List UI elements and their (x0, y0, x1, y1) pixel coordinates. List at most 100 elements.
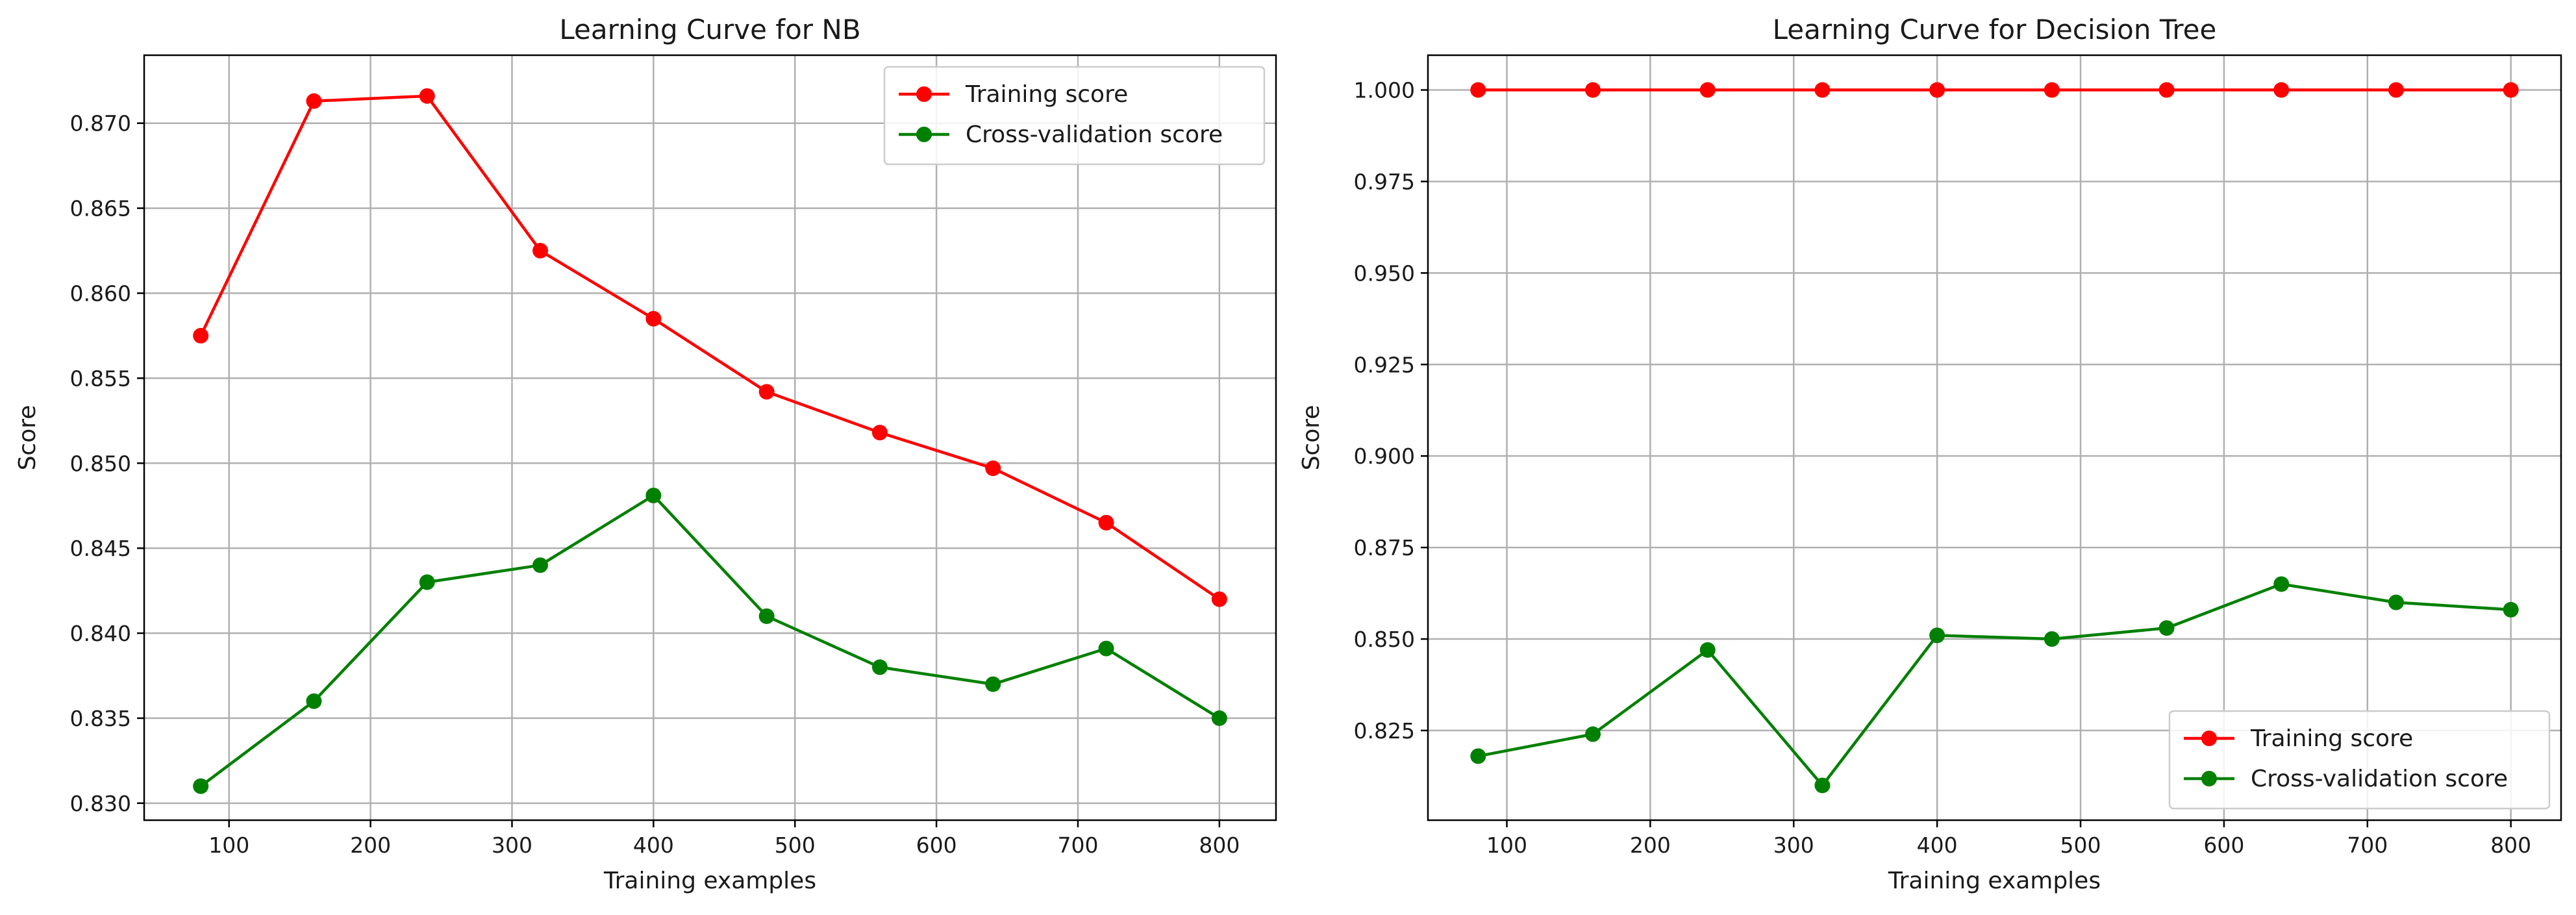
x-tick-label: 700 (1057, 833, 1098, 858)
legend-item: Cross-validation score (899, 121, 1223, 148)
y-tick-label: 0.825 (1354, 718, 1415, 744)
x-tick-label: 400 (1917, 833, 1958, 858)
legend-label: Training score (2250, 725, 2413, 752)
axes-frame (143, 54, 1277, 821)
chart-panel-1: 100 200 300 400 500 600 700 800 0.830 0.835 0.840 0… (14, 14, 1277, 894)
y-tick-label: 0.865 (70, 196, 131, 221)
data-point (2273, 576, 2290, 592)
x-tick-label: 800 (2490, 833, 2531, 858)
legend-swatch-marker (2201, 771, 2217, 786)
data-point (1699, 82, 1716, 98)
data-point (1211, 710, 1227, 726)
data-point (1211, 591, 1227, 607)
x-tick-label: 500 (775, 833, 816, 858)
legend: Training score Cross-validation score (2168, 710, 2551, 810)
data-point (2503, 601, 2519, 618)
data-point (871, 425, 888, 441)
y-tick-label: 0.835 (70, 706, 131, 731)
data-point (2044, 82, 2060, 98)
x-tick-label: 800 (1199, 833, 1240, 858)
data-point (306, 93, 322, 109)
legend-swatch-marker (916, 127, 932, 142)
data-point (985, 460, 1001, 477)
legend-swatch-marker (2201, 731, 2217, 746)
data-point (193, 327, 209, 344)
y-tick-label: 0.830 (70, 791, 131, 816)
data-point (1585, 82, 1601, 98)
data-point (871, 659, 888, 675)
data-point (645, 488, 662, 504)
data-point (306, 693, 322, 709)
data-point (1929, 82, 1945, 98)
legend-box (883, 66, 1266, 166)
y-tick-label: 0.850 (1354, 627, 1415, 652)
data-point (419, 574, 435, 590)
data-point (532, 557, 549, 573)
series-line-2 (1477, 583, 2511, 787)
x-axis-label: Training examples (1888, 868, 2101, 894)
data-point (645, 310, 662, 327)
data-point (1929, 627, 1945, 644)
data-point (2158, 620, 2175, 636)
data-point (1470, 82, 1486, 98)
y-tick-label: 0.850 (70, 451, 131, 476)
data-point (758, 608, 775, 624)
y-tick-label: 0.840 (70, 621, 131, 646)
y-tick-label: 0.855 (70, 366, 131, 391)
x-tick-label: 300 (492, 833, 532, 858)
y-tick-label: 0.870 (70, 111, 131, 136)
x-tick-label: 500 (2060, 833, 2101, 858)
legend-label: Training score (965, 81, 1128, 108)
x-tick-label: 100 (208, 833, 249, 858)
x-tick-label: 200 (1630, 833, 1671, 858)
y-tick-label: 1.000 (1354, 78, 1415, 103)
data-point (1699, 642, 1716, 658)
data-point (2388, 594, 2404, 610)
data-point (2388, 82, 2404, 98)
data-point (1470, 748, 1486, 764)
y-tick-label: 0.950 (1354, 260, 1415, 286)
legend-label: Cross-validation score (2251, 766, 2508, 792)
x-tick-label: 400 (633, 833, 674, 858)
chart-panel-2: 100 200 300 400 500 600 700 800 0.825 0.850 0.875 0… (1298, 14, 2562, 894)
legend-swatch-marker (916, 86, 932, 102)
legend-label: Cross-validation score (966, 121, 1223, 148)
data-point (2503, 82, 2519, 98)
y-tick-label: 0.900 (1354, 444, 1415, 469)
axes-frame (1427, 54, 2562, 821)
y-tick-label: 0.845 (70, 536, 131, 561)
data-point (2273, 82, 2290, 98)
data-point (2158, 82, 2175, 98)
data-point (1814, 777, 1831, 794)
data-point (2044, 631, 2060, 647)
x-tick-label: 100 (1486, 833, 1527, 858)
x-tick-label: 700 (2347, 833, 2388, 858)
series-line-1 (199, 94, 1221, 601)
legend-item: Training score (2184, 725, 2413, 752)
y-tick-label: 0.875 (1354, 535, 1415, 560)
data-point (758, 384, 775, 400)
data-point (419, 88, 435, 104)
series-line-2 (199, 494, 1221, 788)
y-tick-label: 0.925 (1354, 352, 1415, 377)
y-tick-label: 0.975 (1354, 169, 1415, 194)
x-tick-label: 600 (2203, 833, 2244, 858)
data-point (532, 243, 549, 259)
panels: 100 200 300 400 500 600 700 800 0.830 0.835 0.840 0… (14, 14, 2562, 894)
legend-item: Cross-validation score (2184, 766, 2508, 792)
legend: Training score Cross-validation score (883, 66, 1266, 166)
y-tick-label: 0.860 (70, 281, 131, 306)
x-tick-label: 300 (1773, 833, 1814, 858)
y-axis-label: Score (1298, 405, 1325, 471)
legend-box (2168, 710, 2551, 810)
x-axis-label: Training examples (603, 868, 816, 894)
data-point (1585, 726, 1601, 742)
x-tick-label: 600 (916, 833, 957, 858)
data-point (985, 676, 1001, 692)
x-tick-label: 200 (350, 833, 391, 858)
data-point (193, 778, 209, 794)
data-point (1814, 82, 1831, 98)
chart-title: Learning Curve for NB (559, 14, 860, 45)
